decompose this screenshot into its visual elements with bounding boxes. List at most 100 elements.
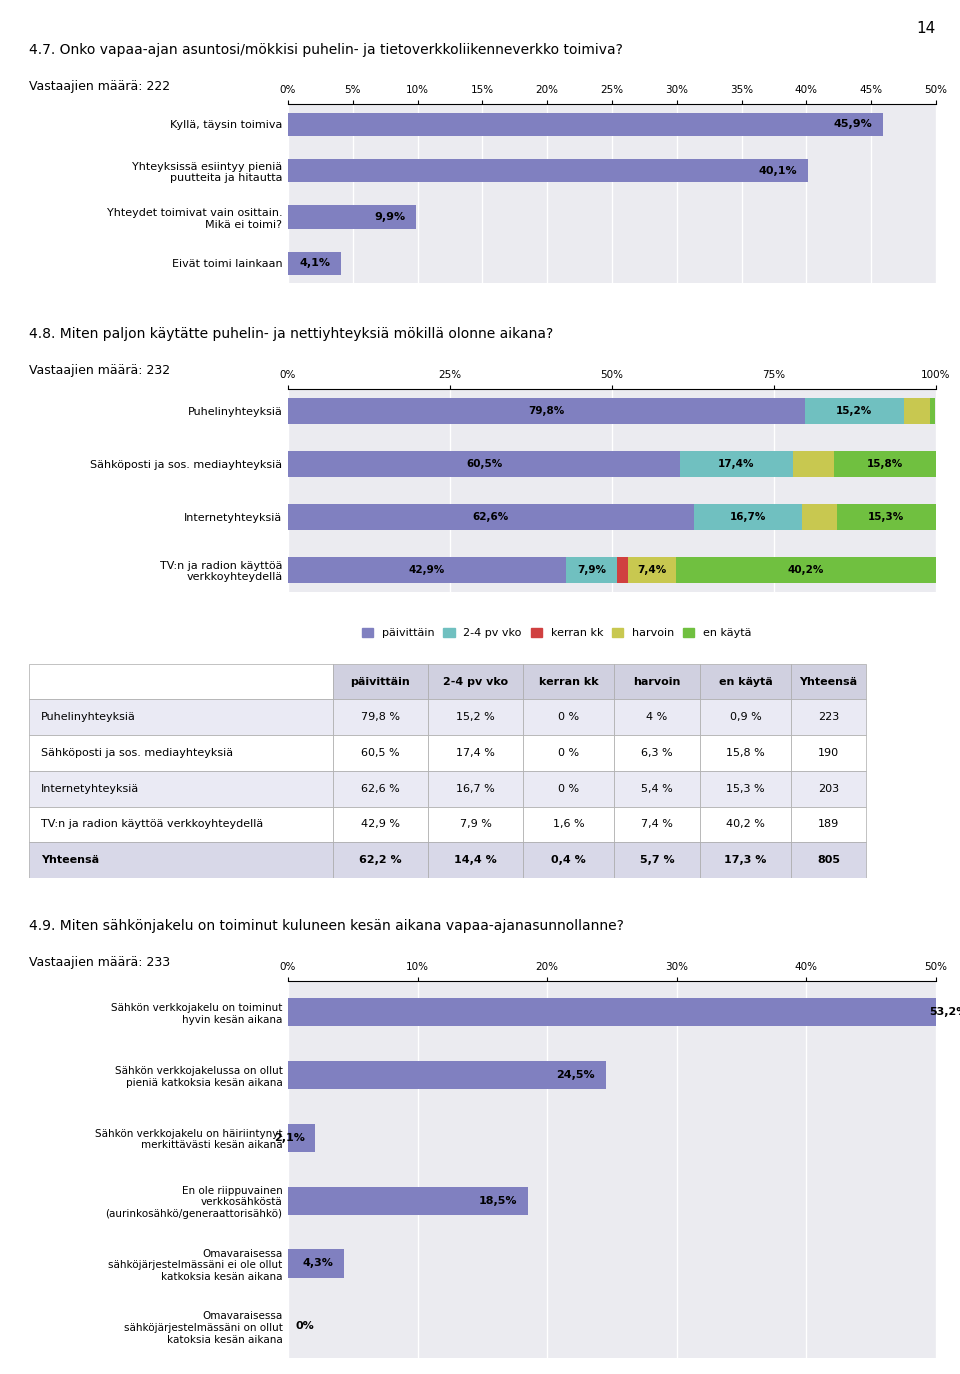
Bar	[288, 504, 694, 530]
Bar	[700, 699, 791, 735]
Text: 5,7 %: 5,7 %	[639, 855, 674, 866]
Text: kerran kk: kerran kk	[539, 676, 598, 687]
Text: 16,7 %: 16,7 %	[456, 783, 495, 794]
Bar	[333, 771, 428, 807]
Text: 0 %: 0 %	[558, 712, 579, 723]
Text: 79,8 %: 79,8 %	[361, 712, 400, 723]
Text: 45,9%: 45,9%	[833, 120, 873, 129]
Text: Yhteensä: Yhteensä	[41, 855, 99, 866]
Bar	[700, 735, 791, 771]
Bar	[614, 807, 700, 842]
Bar	[523, 842, 614, 878]
Bar	[428, 807, 523, 842]
Bar	[628, 556, 676, 583]
Bar	[288, 451, 680, 477]
Text: Vastaajien määrä: 222: Vastaajien määrä: 222	[29, 80, 170, 92]
Text: Vastaajien määrä: 232: Vastaajien määrä: 232	[29, 364, 170, 376]
Bar	[428, 842, 523, 878]
Text: 7,9%: 7,9%	[577, 565, 606, 574]
Bar	[793, 451, 833, 477]
Bar	[566, 556, 617, 583]
Bar	[833, 451, 936, 477]
Bar	[903, 398, 929, 425]
Text: 4,3%: 4,3%	[302, 1259, 333, 1268]
Bar	[288, 1061, 606, 1090]
Bar	[523, 664, 614, 699]
Bar	[288, 1187, 528, 1215]
Text: 16,7%: 16,7%	[730, 513, 766, 522]
Bar	[791, 699, 866, 735]
Bar	[700, 842, 791, 878]
Text: 14,4 %: 14,4 %	[454, 855, 497, 866]
Text: 17,3 %: 17,3 %	[724, 855, 767, 866]
Text: 15,2 %: 15,2 %	[456, 712, 495, 723]
Text: 4,1%: 4,1%	[300, 258, 331, 268]
Text: 24,5%: 24,5%	[557, 1070, 595, 1080]
Text: 5,4 %: 5,4 %	[641, 783, 673, 794]
Text: 17,4%: 17,4%	[718, 459, 755, 469]
Bar	[29, 771, 333, 807]
Text: 40,2 %: 40,2 %	[726, 819, 765, 830]
Bar	[333, 842, 428, 878]
Text: 0,9 %: 0,9 %	[730, 712, 761, 723]
Text: 190: 190	[818, 747, 839, 758]
Text: 0,4 %: 0,4 %	[551, 855, 586, 866]
Bar	[791, 807, 866, 842]
Bar	[805, 398, 903, 425]
Bar	[288, 556, 566, 583]
Text: 15,3 %: 15,3 %	[726, 783, 765, 794]
Text: 805: 805	[817, 855, 840, 866]
Bar	[29, 735, 333, 771]
Text: 60,5%: 60,5%	[466, 459, 502, 469]
Text: päivittäin: päivittäin	[350, 676, 410, 687]
Bar	[523, 699, 614, 735]
Text: Vastaajien määrä: 233: Vastaajien määrä: 233	[29, 956, 170, 969]
Text: 0%: 0%	[296, 1322, 315, 1331]
Bar	[614, 699, 700, 735]
Bar	[288, 398, 805, 425]
Bar	[428, 735, 523, 771]
Bar	[523, 807, 614, 842]
Text: 1,6 %: 1,6 %	[553, 819, 585, 830]
Bar	[802, 504, 837, 530]
Text: 223: 223	[818, 712, 839, 723]
Text: 42,9%: 42,9%	[409, 565, 445, 574]
Text: 62,2 %: 62,2 %	[359, 855, 401, 866]
Bar	[694, 504, 802, 530]
Bar	[791, 735, 866, 771]
Bar	[288, 998, 960, 1026]
Text: 4.8. Miten paljon käytätte puhelin- ja nettiyhteyksiä mökillä olonne aikana?: 4.8. Miten paljon käytätte puhelin- ja n…	[29, 327, 553, 341]
Bar	[333, 735, 428, 771]
Text: 0 %: 0 %	[558, 747, 579, 758]
Text: Internetyhteyksiä: Internetyhteyksiä	[41, 783, 139, 794]
Text: 14: 14	[917, 21, 936, 36]
Bar	[333, 807, 428, 842]
Text: 6,3 %: 6,3 %	[641, 747, 673, 758]
Text: 60,5 %: 60,5 %	[361, 747, 399, 758]
Bar	[791, 771, 866, 807]
Text: 189: 189	[818, 819, 839, 830]
Bar	[700, 771, 791, 807]
Bar	[333, 699, 428, 735]
Text: 4.9. Miten sähkönjakelu on toiminut kuluneen kesän aikana vapaa-ajanasunnollanne: 4.9. Miten sähkönjakelu on toiminut kulu…	[29, 919, 624, 933]
Bar	[288, 113, 883, 136]
Bar	[617, 556, 628, 583]
Text: 2,1%: 2,1%	[274, 1134, 305, 1143]
Bar	[614, 771, 700, 807]
Text: 4 %: 4 %	[646, 712, 667, 723]
Text: 79,8%: 79,8%	[528, 407, 564, 416]
Bar	[680, 451, 793, 477]
Text: 7,9 %: 7,9 %	[460, 819, 492, 830]
Text: 62,6%: 62,6%	[472, 513, 509, 522]
Bar	[288, 251, 341, 275]
Bar	[523, 735, 614, 771]
Text: en käytä: en käytä	[719, 676, 773, 687]
Text: 40,2%: 40,2%	[787, 565, 824, 574]
Bar	[791, 664, 866, 699]
Legend: päivittäin, 2-4 pv vko, kerran kk, harvoin, en käytä: päivittäin, 2-4 pv vko, kerran kk, harvo…	[362, 628, 752, 639]
Bar	[614, 735, 700, 771]
Text: 40,1%: 40,1%	[758, 165, 798, 176]
Text: 7,4%: 7,4%	[636, 565, 666, 574]
Text: 2-4 pv vko: 2-4 pv vko	[443, 676, 508, 687]
Text: 15,8 %: 15,8 %	[726, 747, 765, 758]
